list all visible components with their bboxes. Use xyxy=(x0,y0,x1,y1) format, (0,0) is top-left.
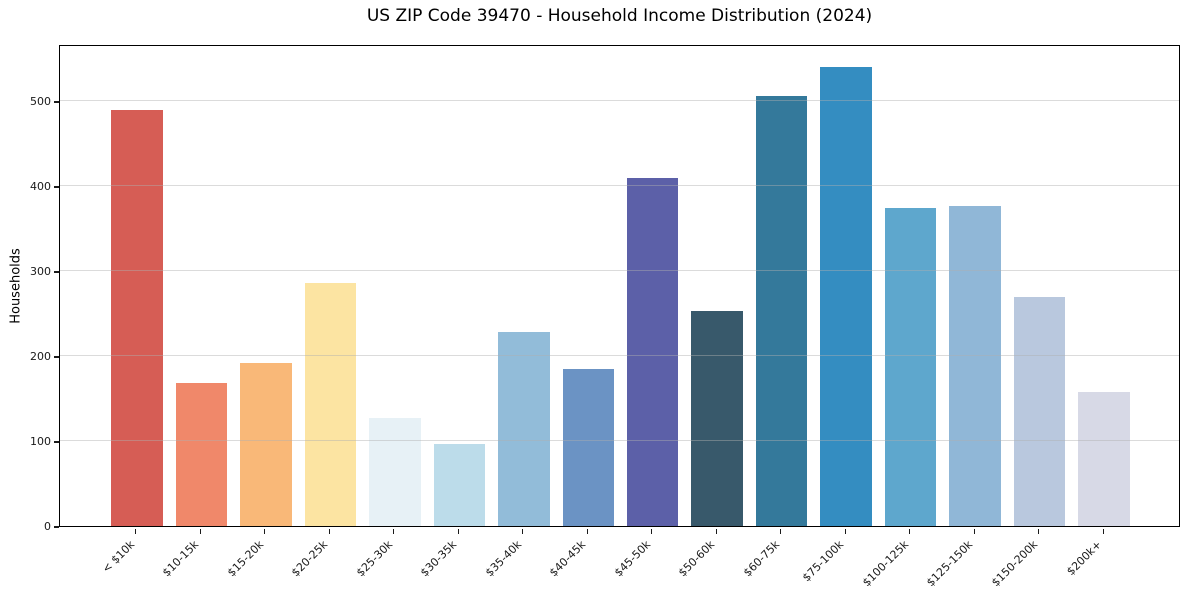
bar-5 xyxy=(433,444,486,526)
bar-2 xyxy=(240,362,292,526)
y-tick-mark xyxy=(54,101,59,103)
x-tick-mark xyxy=(1102,528,1104,534)
bar-0 xyxy=(111,110,163,526)
x-tick-label: $45-50k xyxy=(611,538,653,580)
x-tick-label: $35-40k xyxy=(482,538,524,580)
gridline xyxy=(60,185,1179,186)
bar-11 xyxy=(820,67,872,526)
x-tick-mark xyxy=(522,528,524,534)
x-tick-label: $15-20k xyxy=(224,538,266,580)
bar-14 xyxy=(1013,297,1066,526)
x-tick-mark xyxy=(1038,528,1040,534)
bar-10 xyxy=(755,95,808,526)
bar-12 xyxy=(884,208,937,526)
x-tick-label: $60-75k xyxy=(740,538,782,580)
bar-8 xyxy=(626,177,679,526)
x-tick-mark xyxy=(651,528,653,534)
x-tick-mark xyxy=(586,528,588,534)
bar-13 xyxy=(949,205,1001,526)
x-tick-label: $100-125k xyxy=(859,538,911,590)
y-tick-mark xyxy=(54,441,59,443)
x-tick-label: $20-25k xyxy=(289,538,331,580)
bar-3 xyxy=(304,282,357,526)
y-tick-label: 100 xyxy=(30,435,51,448)
x-tick-mark xyxy=(135,528,137,534)
x-tick-label: $30-35k xyxy=(418,538,460,580)
x-tick-mark xyxy=(780,528,782,534)
x-tick-label: $40-45k xyxy=(547,538,589,580)
x-tick-label: $125-150k xyxy=(924,538,976,590)
y-tick-label: 500 xyxy=(30,95,51,108)
y-axis-label: Households xyxy=(8,248,24,324)
bar-9 xyxy=(691,310,743,526)
y-tick-label: 300 xyxy=(30,265,51,278)
x-tick-label: $150-200k xyxy=(988,538,1040,590)
y-tick-label: 400 xyxy=(30,180,51,193)
gridline xyxy=(60,270,1179,271)
x-tick-label: $25-30k xyxy=(353,538,395,580)
x-tick-label: $10-15k xyxy=(160,538,202,580)
bar-7 xyxy=(562,368,615,526)
x-tick-mark xyxy=(909,528,911,534)
gridline xyxy=(60,440,1179,441)
bar-4 xyxy=(369,418,421,526)
y-tick-mark xyxy=(54,356,59,358)
bar-6 xyxy=(498,332,550,526)
x-tick-label: < $10k xyxy=(99,538,137,576)
plot-area xyxy=(59,45,1180,527)
bar-1 xyxy=(175,383,228,526)
y-tick-mark xyxy=(54,271,59,273)
x-tick-mark xyxy=(457,528,459,534)
gridline xyxy=(60,355,1179,356)
x-tick-mark xyxy=(199,528,201,534)
gridline xyxy=(60,100,1179,101)
x-tick-mark xyxy=(328,528,330,534)
x-tick-mark xyxy=(715,528,717,534)
x-tick-mark xyxy=(844,528,846,534)
bar-15 xyxy=(1078,391,1130,526)
x-tick-mark xyxy=(264,528,266,534)
x-tick-label: $75-100k xyxy=(800,538,847,585)
y-tick-label: 0 xyxy=(44,520,51,533)
x-tick-mark xyxy=(973,528,975,534)
x-tick-label: $200k+ xyxy=(1064,538,1105,579)
x-tick-label: $50-60k xyxy=(676,538,718,580)
y-tick-mark xyxy=(54,526,59,528)
x-tick-mark xyxy=(393,528,395,534)
chart-title: US ZIP Code 39470 - Household Income Dis… xyxy=(366,6,873,26)
y-tick-mark xyxy=(54,186,59,188)
y-tick-label: 200 xyxy=(30,350,51,363)
